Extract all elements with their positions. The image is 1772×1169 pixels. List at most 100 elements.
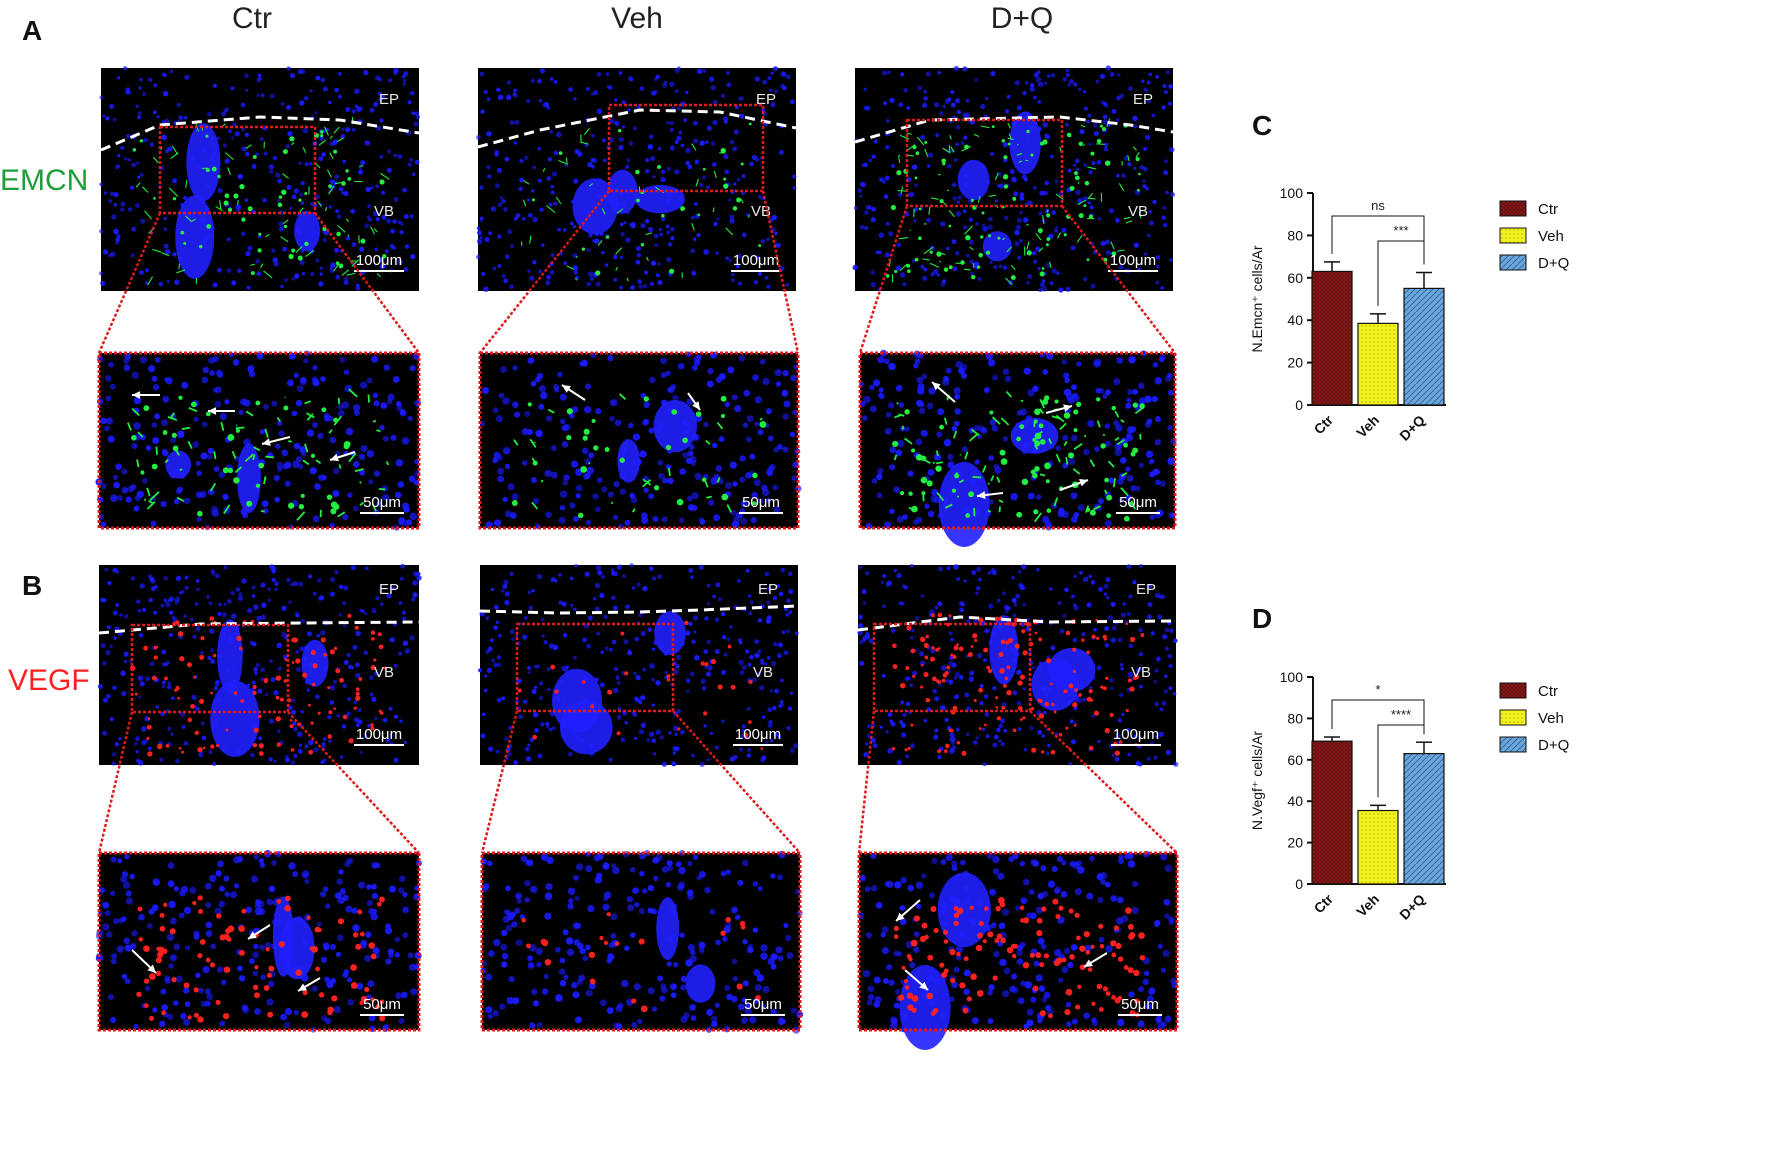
legend-label-veh: Veh <box>1538 710 1564 727</box>
scale-bar-label: 100μm <box>1113 726 1159 743</box>
column-heading-ctr: Ctr <box>232 2 272 35</box>
arrow-icon <box>208 407 235 415</box>
scale-bar-label: 50μm <box>742 494 780 511</box>
region-label-ep: EP <box>379 581 399 598</box>
zoom-connector <box>97 711 134 854</box>
significance-bracket <box>1331 215 1425 265</box>
region-label-vb: VB <box>753 664 773 681</box>
legend-swatch-dq <box>1499 736 1527 753</box>
vegf-zoom-dq: 50μm <box>857 850 1179 1050</box>
panel-letter-b: B <box>22 570 42 601</box>
scale-bar-label: 100μm <box>733 252 779 269</box>
panel-letter-c: C <box>1252 110 1272 141</box>
micrograph-grid: EP VB 100μm 50μm EP VB 100μm 50μm EP VB 100μm 50μm E… <box>95 65 1179 1050</box>
legend-swatch-veh <box>1499 227 1527 244</box>
vegf-overview-ctr: EP VB 100μm <box>97 563 422 766</box>
legend-label-dq: D+Q <box>1538 737 1569 754</box>
scale-bar-label: 100μm <box>356 252 402 269</box>
emcn-overview-dq: EP VB 100μm <box>852 65 1176 293</box>
significance-bracket <box>1331 699 1425 735</box>
region-label-ep: EP <box>1133 91 1153 108</box>
region-label-ep: EP <box>756 91 776 108</box>
significance-label: ns <box>1371 198 1385 213</box>
category-label: Veh <box>1353 891 1382 920</box>
boundary-line <box>477 108 797 149</box>
zoom-box <box>872 622 1032 713</box>
zoom-connector <box>480 710 519 854</box>
zoom-connector <box>761 190 800 354</box>
scale-bar-label: 100μm <box>735 726 781 743</box>
boundary-line <box>98 620 420 635</box>
row-label-vegf: VEGF <box>8 664 90 697</box>
zoom-box <box>158 125 317 215</box>
region-label-vb: VB <box>1128 203 1148 220</box>
category-label: D+Q <box>1396 412 1428 444</box>
region-label-vb: VB <box>374 664 394 681</box>
zoom-connector <box>1029 710 1178 854</box>
scale-bar-label: 50μm <box>363 996 401 1013</box>
bar-ctr <box>1311 740 1353 885</box>
category-label: D+Q <box>1396 891 1428 923</box>
arrow-icon <box>1045 404 1073 414</box>
emcn-overview-ctr: EP VB 100μm <box>99 66 421 291</box>
bar-dq <box>1403 287 1445 406</box>
arrow-icon <box>895 899 921 922</box>
chart-emcn: 0 20 40 60 80 100 N.Emcn⁺ cells/Ar Ctr Veh D+Q ns *… <box>1249 185 1569 444</box>
legend-swatch-veh <box>1499 709 1527 726</box>
y-tick-label: 60 <box>1287 270 1303 286</box>
y-tick-label: 20 <box>1287 355 1303 371</box>
scale-bar-label: 50μm <box>1119 494 1157 511</box>
region-label-ep: EP <box>379 91 399 108</box>
boundary-line <box>100 115 420 152</box>
legend-label-ctr: Ctr <box>1538 683 1558 700</box>
zoom-connector <box>97 212 162 354</box>
panel-letter-d: D <box>1252 603 1272 634</box>
region-label-ep: EP <box>758 581 778 598</box>
legend-swatch-ctr <box>1499 200 1527 217</box>
y-tick-label: 40 <box>1287 312 1303 328</box>
significance-label: *** <box>1393 223 1408 238</box>
y-tick-label: 40 <box>1287 793 1303 809</box>
arrow-icon <box>131 949 157 974</box>
boundary-line <box>854 115 1174 144</box>
arrow-icon <box>561 384 586 401</box>
zoom-connector <box>672 710 801 854</box>
y-tick-label: 100 <box>1280 185 1304 201</box>
column-heading-dq: D+Q <box>991 2 1054 35</box>
region-label-vb: VB <box>374 203 394 220</box>
y-tick-label: 0 <box>1295 876 1303 892</box>
legend-swatch-ctr <box>1499 682 1527 699</box>
scale-bar-label: 50μm <box>744 996 782 1013</box>
legend-label-dq: D+Q <box>1538 255 1569 272</box>
zoom-box <box>607 103 765 193</box>
legend-label-veh: Veh <box>1538 228 1564 245</box>
zoom-connector <box>857 710 876 854</box>
significance-label: * <box>1375 682 1380 697</box>
zoom-box <box>515 622 675 713</box>
region-label-ep: EP <box>1136 581 1156 598</box>
arrow-icon <box>931 381 956 403</box>
y-tick-label: 20 <box>1287 835 1303 851</box>
significance-bracket <box>1377 724 1425 798</box>
y-tick-label: 100 <box>1280 669 1304 685</box>
region-label-vb: VB <box>1131 664 1151 681</box>
bar-ctr <box>1311 270 1353 406</box>
y-tick-label: 80 <box>1287 710 1303 726</box>
arrow-icon <box>976 491 1004 499</box>
category-label: Ctr <box>1310 411 1336 437</box>
arrow-icon <box>1059 479 1089 491</box>
vegf-zoom-ctr: 50μm <box>95 849 423 1033</box>
zoom-box <box>130 623 290 714</box>
zoom-connector <box>313 212 421 354</box>
arrow-icon <box>261 436 291 446</box>
scale-bar-label: 50μm <box>1121 996 1159 1013</box>
vegf-zoom-veh: 50μm <box>480 850 804 1034</box>
y-axis-label: N.Vegf⁺ cells/Ar <box>1249 731 1265 831</box>
row-label-emcn: EMCN <box>0 164 88 197</box>
zoom-connector <box>479 190 610 354</box>
boundary-line <box>479 604 799 615</box>
zoom-connector <box>858 205 909 354</box>
